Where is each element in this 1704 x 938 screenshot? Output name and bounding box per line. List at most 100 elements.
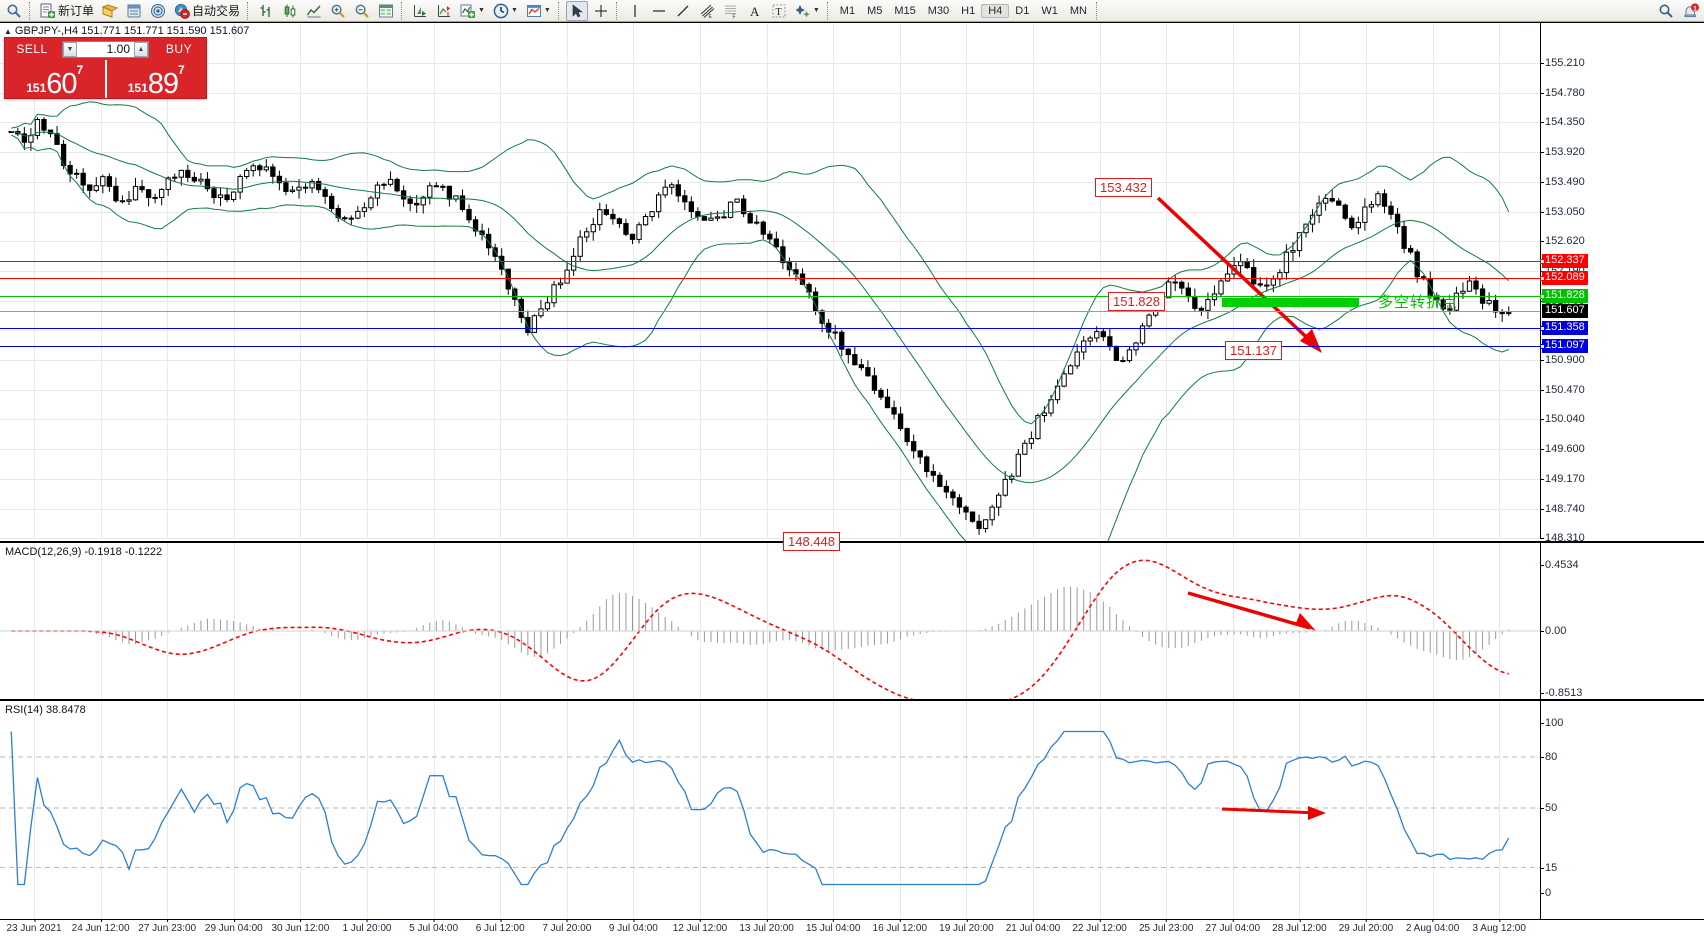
indicators-icon[interactable]: ▼: [457, 1, 488, 21]
cursor-tool-icon[interactable]: [565, 0, 588, 21]
macd-tick: 0.00: [1540, 625, 1567, 637]
time-axis[interactable]: 23 Jun 2021 24 Jun 12:00 27 Jun 23:00 29 Ju…: [0, 919, 1704, 938]
time-gridline: [233, 543, 235, 701]
buy-price-fraction: 7: [178, 63, 185, 77]
time-gridline: [34, 543, 35, 701]
volume-decrement-button[interactable]: ▼: [63, 41, 77, 57]
auto-scroll-icon[interactable]: [409, 1, 431, 21]
price-level-handle[interactable]: [1540, 258, 1545, 264]
price-level-label[interactable]: 151.097: [1542, 339, 1588, 354]
price-level-label[interactable]: 152.337: [1542, 253, 1588, 268]
periods-icon[interactable]: ▼: [490, 1, 521, 21]
price-level-line[interactable]: [0, 258, 1545, 264]
price-level-line[interactable]: [0, 293, 1545, 299]
chevron-down-icon: ▼: [543, 7, 551, 14]
data-window-icon[interactable]: [123, 1, 145, 21]
time-gridline: [300, 543, 302, 701]
time-gridline: [1166, 23, 1168, 539]
chart-container[interactable]: ▲ GBPJPY-,H4 151.771 151.771 151.590 151…: [0, 22, 1704, 938]
equidistant-channel-tool-icon[interactable]: E: [696, 1, 718, 21]
time-gridline: [700, 543, 701, 701]
price-level-line[interactable]: [0, 326, 1545, 332]
time-tick: 28 Jul 12:00: [1272, 919, 1327, 934]
horizontal-line-tool-icon[interactable]: [648, 1, 670, 21]
rsi-pane[interactable]: RSI(14) 38.8478 100 80 50 15 0: [0, 699, 1704, 920]
macd-pane[interactable]: MACD(12,26,9) -0.1918 -0.1222 0.4534 0.00…: [0, 541, 1704, 706]
one-click-trading-panel[interactable]: SELL ▼ 1.00 ▲ BUY 151 60 7 151 89 7: [4, 37, 207, 99]
price-gridline: [0, 449, 1540, 451]
navigator-icon[interactable]: [147, 1, 169, 21]
zoom-in-icon[interactable]: [327, 1, 349, 21]
support-zone-highlight: [1222, 298, 1359, 307]
autotrading-button[interactable]: 自动交易: [171, 1, 243, 21]
line-chart-icon[interactable]: [303, 1, 325, 21]
price-pane[interactable]: 155.210 154.780 154.350 153.920 153.490 153.0…: [0, 23, 1704, 572]
price-level-line[interactable]: [0, 275, 1545, 281]
timeframe-h4[interactable]: H4: [981, 3, 1010, 18]
time-gridline: [1166, 701, 1168, 920]
price-level-label[interactable]: 151.607: [1542, 304, 1588, 319]
svg-text:A: A: [750, 4, 760, 19]
volume-stepper[interactable]: ▼ 1.00 ▲: [62, 40, 149, 58]
toolbar-separator: [401, 1, 405, 20]
candlestick-chart-icon[interactable]: [279, 1, 301, 21]
price-level-handle[interactable]: [1540, 344, 1545, 350]
time-gridline: [899, 23, 901, 539]
timeframe-m1[interactable]: M1: [839, 4, 856, 17]
chart-shift-icon[interactable]: [433, 1, 455, 21]
time-gridline: [167, 23, 169, 539]
timeframe-m5[interactable]: M5: [867, 4, 883, 17]
time-gridline: [1099, 701, 1101, 920]
trendline-tool-icon[interactable]: [672, 1, 694, 21]
rsi-tick: 0: [1540, 887, 1552, 899]
timeframe-h1[interactable]: H1: [961, 4, 976, 17]
time-gridline: [1432, 701, 1434, 920]
magnifier-icon[interactable]: [1655, 1, 1677, 21]
price-level-line[interactable]: [0, 344, 1545, 350]
time-gridline: [966, 543, 968, 701]
price-level-line[interactable]: [0, 311, 1540, 313]
label-tool-icon[interactable]: T: [768, 1, 790, 21]
price-level-handle[interactable]: [1540, 275, 1545, 281]
autotrading-label: 自动交易: [192, 4, 241, 18]
price-level-handle[interactable]: [1540, 326, 1545, 332]
buy-button-label[interactable]: BUY: [165, 42, 193, 56]
price-tick: 150.040: [1541, 413, 1585, 426]
price-scale[interactable]: 155.210 154.780 154.350 153.920 153.490 153.0…: [1540, 23, 1704, 544]
grid-icon[interactable]: [375, 1, 397, 21]
notifications-icon[interactable]: 1: [1679, 1, 1701, 21]
price-level-label[interactable]: 151.828: [1542, 288, 1588, 303]
vertical-line-tool-icon[interactable]: [624, 1, 646, 21]
timeframe-d1[interactable]: D1: [1015, 4, 1030, 17]
price-tick: 152.620: [1541, 235, 1585, 248]
bar-chart-icon[interactable]: [255, 1, 277, 21]
price-level-label[interactable]: 152.089: [1542, 270, 1588, 285]
buy-price-button[interactable]: 151 89 7: [104, 60, 207, 99]
templates-icon[interactable]: ▼: [523, 1, 554, 21]
crosshair-tool-icon[interactable]: [590, 1, 612, 21]
sell-price-button[interactable]: 151 60 7: [5, 60, 105, 99]
rsi-scale[interactable]: 100 80 50 15 0: [1540, 701, 1704, 920]
timeframe-m15[interactable]: M15: [894, 4, 916, 17]
time-gridline: [100, 543, 102, 701]
text-tool-icon[interactable]: A: [744, 1, 766, 21]
volume-input[interactable]: 1.00: [106, 42, 130, 56]
timeframe-mn[interactable]: MN: [1069, 4, 1087, 17]
shapes-tool-icon[interactable]: ▼: [792, 1, 823, 21]
price-level-label[interactable]: 151.358: [1542, 321, 1588, 336]
search-icon[interactable]: [3, 1, 25, 21]
price-level-handle[interactable]: [1540, 293, 1545, 299]
mid-price-annotation: 151.828: [1108, 292, 1165, 311]
new-order-button[interactable]: 新订单: [37, 1, 97, 21]
sell-button-label[interactable]: SELL: [16, 42, 48, 56]
macd-scale[interactable]: 0.4534 0.00 -0.8513: [1540, 543, 1704, 701]
timeframe-m30[interactable]: M30: [927, 4, 950, 17]
time-gridline: [1366, 543, 1367, 701]
volume-increment-button[interactable]: ▲: [134, 41, 148, 57]
fibonacci-tool-icon[interactable]: F: [720, 1, 742, 21]
chart-collapse-icon[interactable]: ▲: [4, 26, 12, 36]
time-gridline: [1099, 543, 1101, 701]
market-watch-icon[interactable]: [99, 1, 121, 21]
timeframe-w1[interactable]: W1: [1041, 4, 1058, 17]
zoom-out-icon[interactable]: [351, 1, 373, 21]
